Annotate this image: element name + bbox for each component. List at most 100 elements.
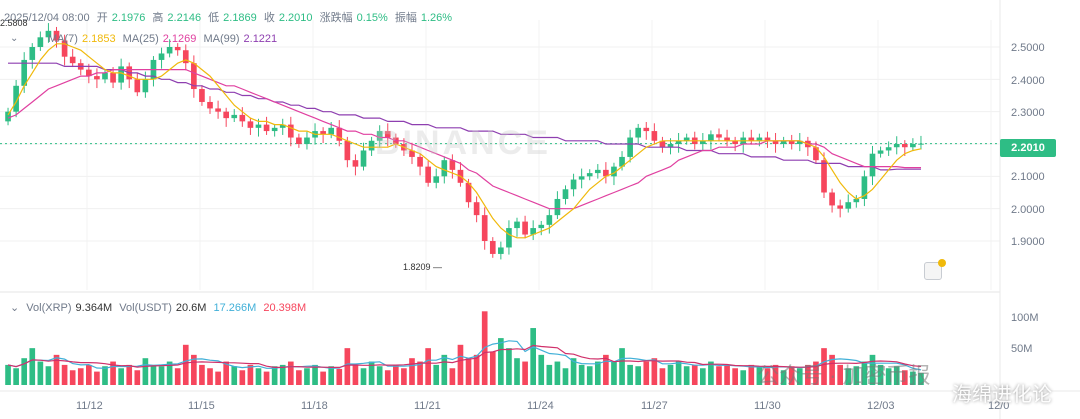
volume-bar bbox=[94, 371, 100, 385]
volume-bar bbox=[796, 368, 803, 385]
candle-body bbox=[110, 72, 116, 83]
volume-bar bbox=[417, 361, 423, 385]
candle-body bbox=[546, 215, 553, 225]
volume-bar bbox=[780, 370, 787, 385]
candle-body bbox=[594, 169, 601, 174]
candle-body bbox=[433, 176, 440, 183]
candle-body bbox=[166, 47, 173, 54]
candle-body bbox=[635, 127, 642, 138]
candle-body bbox=[279, 124, 286, 128]
volume-bar bbox=[77, 368, 84, 385]
volume-bar bbox=[659, 368, 666, 385]
ma-legend[interactable]: MA(7) 2.1853 MA(25) 2.1269 MA(99) 2.1221 bbox=[48, 33, 281, 45]
volume-bar bbox=[562, 368, 569, 385]
volume-bar bbox=[158, 366, 165, 385]
volume-bar bbox=[716, 366, 722, 385]
candle-body bbox=[489, 241, 496, 254]
candle-body bbox=[813, 147, 819, 161]
volume-bar bbox=[287, 361, 294, 385]
volume-series bbox=[5, 311, 924, 385]
volume-bar bbox=[61, 364, 68, 385]
high-label: 高 bbox=[152, 12, 164, 24]
volume-bar bbox=[142, 358, 149, 385]
indicator-settings-icon[interactable] bbox=[924, 262, 942, 280]
volume-bar bbox=[134, 370, 141, 385]
price-tick: 2.4000 bbox=[1011, 75, 1045, 87]
candle-body bbox=[158, 53, 165, 60]
date-tick: 11/21 bbox=[414, 400, 441, 412]
ma25-value: 2.1269 bbox=[162, 33, 197, 45]
volume-bar bbox=[29, 348, 36, 385]
ma99-label: MA(99) bbox=[203, 33, 240, 45]
candle-body bbox=[643, 127, 650, 132]
candle-body bbox=[271, 127, 278, 132]
volume-bar bbox=[174, 368, 181, 385]
volume-bar bbox=[740, 370, 747, 385]
volume-bar bbox=[344, 348, 351, 385]
volume-bar bbox=[788, 366, 795, 385]
volume-bar bbox=[918, 372, 924, 385]
date-tick: 11/24 bbox=[527, 400, 554, 412]
volume-bar bbox=[611, 361, 617, 385]
candle-body bbox=[174, 47, 181, 51]
candle-body bbox=[336, 127, 343, 141]
volume-bar bbox=[764, 368, 771, 385]
volume-bar bbox=[207, 368, 213, 385]
candle-body bbox=[627, 137, 633, 157]
volume-bar bbox=[182, 344, 189, 385]
volume-tick: 100M bbox=[1011, 312, 1039, 324]
collapse-chevron-icon[interactable]: ⌄ bbox=[10, 302, 20, 314]
volume-bar bbox=[433, 364, 440, 385]
candle-body bbox=[877, 150, 884, 154]
volume-bar bbox=[869, 354, 876, 385]
volume-legend[interactable]: ⌄ Vol(XRP) 9.364M Vol(USDT) 20.6M 17.266M … bbox=[10, 301, 310, 314]
volume-bar bbox=[813, 361, 819, 385]
open-value: 2.1976 bbox=[111, 12, 146, 24]
candle-date: 2025/12/04 08:00 bbox=[4, 12, 90, 24]
volume-bar bbox=[352, 364, 359, 385]
volume-bar bbox=[683, 366, 690, 385]
candle-body bbox=[441, 160, 448, 177]
volume-bar bbox=[514, 358, 520, 385]
candle-body bbox=[5, 111, 11, 122]
volume-bar bbox=[570, 358, 577, 385]
ma7-line bbox=[7, 43, 922, 239]
date-tick: 11/18 bbox=[301, 400, 328, 412]
candle-body bbox=[118, 66, 124, 83]
date-tick: 12/0 bbox=[988, 400, 1010, 412]
volume-bar bbox=[37, 361, 44, 385]
volume-bar bbox=[279, 364, 286, 385]
candle-body bbox=[191, 63, 197, 90]
volume-bar bbox=[498, 338, 504, 385]
volume-bar bbox=[772, 364, 779, 385]
candle-body bbox=[215, 108, 221, 112]
volume-bar bbox=[885, 368, 892, 385]
volume-bar bbox=[635, 366, 642, 385]
vol-usdt-label: Vol(USDT) bbox=[119, 302, 172, 314]
candle-body bbox=[893, 144, 900, 148]
volume-bar bbox=[166, 361, 173, 385]
volume-bar bbox=[489, 351, 496, 385]
volume-bar bbox=[691, 364, 698, 385]
collapse-chevron-icon[interactable]: ⌄ bbox=[10, 33, 19, 44]
candle-body bbox=[449, 160, 456, 170]
change-value: 0.15% bbox=[356, 12, 388, 24]
candle-body bbox=[554, 198, 561, 216]
amplitude-label: 振幅 bbox=[394, 12, 417, 24]
candle-body bbox=[86, 69, 92, 77]
candle-body bbox=[21, 59, 28, 86]
vol-usdt-value: 20.6M bbox=[175, 302, 207, 314]
volume-bar bbox=[457, 344, 464, 385]
volume-bar bbox=[756, 366, 763, 385]
vol-ma1-value: 17.266M bbox=[213, 302, 257, 314]
candle-body bbox=[231, 114, 238, 119]
open-label: 开 bbox=[96, 12, 108, 24]
volume-bar bbox=[732, 368, 738, 385]
candle-body bbox=[910, 144, 916, 148]
candle-body bbox=[821, 160, 827, 193]
candle-body bbox=[748, 137, 755, 141]
candle-body bbox=[772, 140, 779, 144]
volume-bar bbox=[263, 371, 270, 385]
price-tick: 2.5000 bbox=[1011, 42, 1045, 54]
